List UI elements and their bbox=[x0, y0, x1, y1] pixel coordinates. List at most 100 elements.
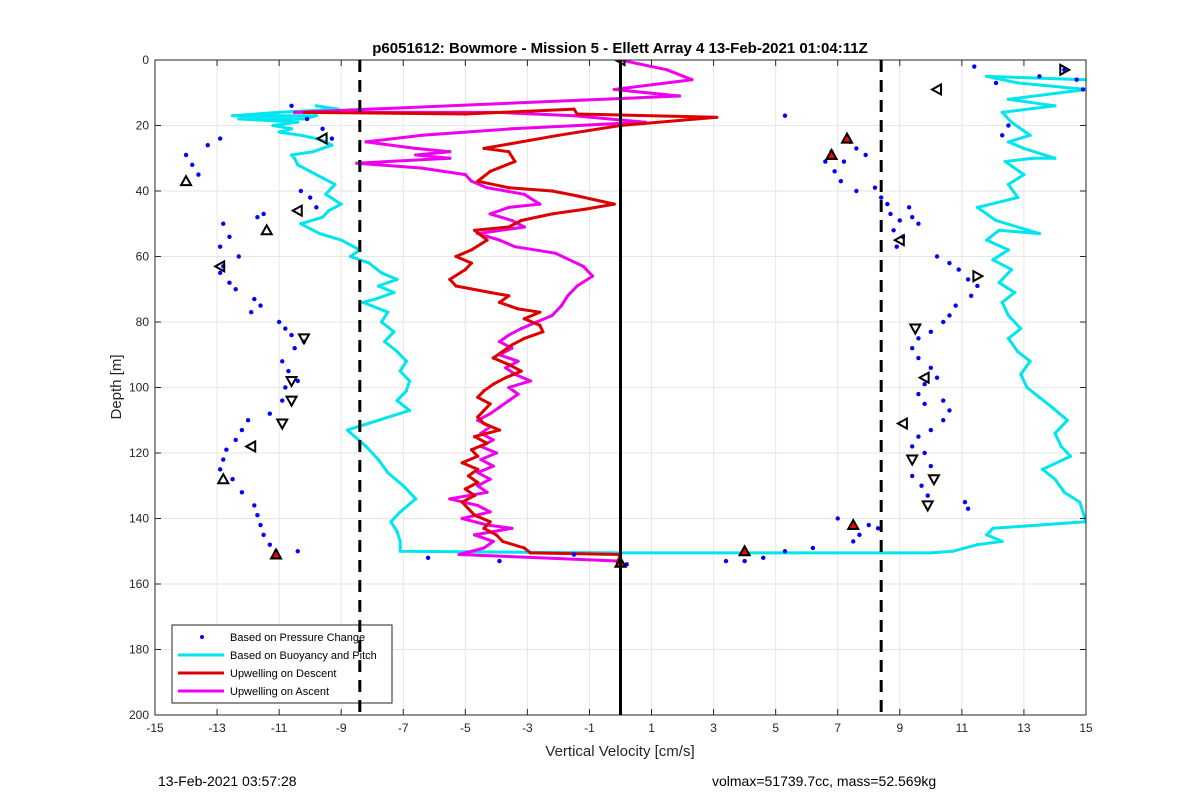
series-point bbox=[473, 533, 477, 537]
series-point bbox=[277, 110, 281, 114]
series-point bbox=[690, 78, 694, 82]
series-point bbox=[457, 552, 461, 557]
triangle-marker bbox=[892, 233, 905, 247]
series-point bbox=[519, 369, 523, 373]
pressure-change-point bbox=[255, 513, 260, 518]
legend: Based on Pressure Change Based on Buoyanc… bbox=[171, 624, 393, 704]
series-point bbox=[469, 448, 474, 452]
series-point bbox=[1003, 159, 1007, 164]
series-point bbox=[320, 146, 325, 151]
triangle-marker bbox=[905, 454, 919, 467]
series-point bbox=[466, 507, 471, 511]
series-point bbox=[975, 205, 979, 209]
series-point bbox=[1037, 231, 1042, 236]
series-point bbox=[299, 133, 303, 137]
triangle-marker bbox=[290, 203, 303, 218]
pressure-change-point bbox=[857, 532, 862, 538]
series-point bbox=[991, 526, 995, 530]
series-point bbox=[491, 356, 495, 360]
series-point bbox=[392, 290, 396, 295]
pressure-change-point bbox=[906, 205, 912, 210]
footer-timestamp: 13-Feb-2021 03:57:28 bbox=[158, 773, 297, 789]
series-point bbox=[1019, 372, 1023, 376]
series-point bbox=[522, 317, 526, 321]
pressure-change-point bbox=[928, 427, 934, 433]
series-point bbox=[373, 297, 377, 301]
series-point bbox=[1006, 336, 1011, 340]
series-point bbox=[333, 182, 337, 187]
series-point bbox=[1009, 268, 1014, 272]
legend-label: Upwelling on Descent bbox=[230, 668, 336, 680]
series-point bbox=[510, 218, 514, 223]
series-point bbox=[1006, 182, 1011, 187]
series-point bbox=[665, 68, 669, 72]
series-point bbox=[1006, 313, 1011, 318]
series-point bbox=[950, 549, 955, 553]
series-point bbox=[1000, 300, 1004, 304]
series-point bbox=[454, 254, 458, 259]
pressure-change-point bbox=[922, 382, 927, 387]
series-point bbox=[612, 202, 616, 206]
series-point bbox=[985, 238, 989, 242]
pressure-change-point bbox=[723, 558, 729, 564]
series-point bbox=[507, 399, 511, 403]
series-point bbox=[1065, 418, 1069, 422]
triangle-marker bbox=[216, 472, 230, 485]
series-point bbox=[538, 323, 542, 327]
series-point bbox=[575, 284, 579, 288]
series-point bbox=[395, 399, 399, 403]
pressure-change-point bbox=[425, 555, 431, 560]
pressure-change-point bbox=[252, 296, 257, 302]
triangle-marker bbox=[927, 474, 941, 487]
pressure-change-point bbox=[916, 336, 921, 341]
series-point bbox=[556, 133, 561, 137]
series-point bbox=[504, 376, 508, 380]
series-point bbox=[1053, 477, 1057, 481]
triangle-marker bbox=[840, 131, 854, 144]
pressure-change-point bbox=[261, 532, 266, 538]
pressure-change-point bbox=[897, 218, 902, 223]
y-tick-label: 20 bbox=[136, 119, 150, 133]
pressure-change-point bbox=[841, 159, 847, 164]
triangle-marker bbox=[972, 269, 985, 283]
series-point bbox=[311, 150, 315, 154]
x-axis-label: Vertical Velocity [cm/s] bbox=[545, 743, 694, 760]
series-point bbox=[476, 179, 480, 183]
legend-label: Upwelling on Ascent bbox=[230, 686, 329, 698]
legend-swatch bbox=[200, 635, 204, 639]
x-tick-label: -9 bbox=[336, 721, 347, 735]
series-point bbox=[491, 539, 495, 544]
pressure-change-point bbox=[258, 522, 263, 528]
pressure-change-point bbox=[298, 188, 304, 194]
series-point bbox=[463, 268, 467, 272]
pressure-change-point bbox=[183, 152, 189, 158]
series-point bbox=[497, 405, 502, 409]
pressure-change-point bbox=[497, 558, 502, 564]
series-point bbox=[1025, 385, 1029, 390]
series-point bbox=[1053, 104, 1057, 108]
triangle-marker bbox=[297, 333, 311, 346]
series-point bbox=[364, 444, 368, 449]
series-point bbox=[476, 415, 480, 419]
series-point bbox=[327, 209, 331, 213]
pressure-change-point bbox=[571, 552, 577, 557]
series-point bbox=[473, 228, 477, 232]
legend-label: Based on Buoyancy and Pitch bbox=[230, 650, 377, 662]
series-point bbox=[289, 153, 294, 157]
pressure-change-point bbox=[258, 303, 263, 308]
pressure-change-point bbox=[221, 221, 226, 226]
pressure-change-point bbox=[267, 542, 273, 547]
series-point bbox=[510, 127, 514, 131]
pressure-change-point bbox=[295, 378, 300, 384]
x-tick-label: 9 bbox=[896, 721, 903, 735]
series-point bbox=[376, 284, 381, 288]
series-point bbox=[460, 516, 464, 521]
series-point bbox=[500, 349, 505, 354]
series-point bbox=[488, 510, 492, 514]
pressure-change-point bbox=[239, 490, 245, 495]
series-point bbox=[345, 428, 350, 432]
series-point bbox=[383, 340, 387, 344]
pressure-change-point bbox=[910, 444, 915, 449]
series-point bbox=[488, 212, 492, 216]
pressure-change-point bbox=[934, 254, 940, 259]
